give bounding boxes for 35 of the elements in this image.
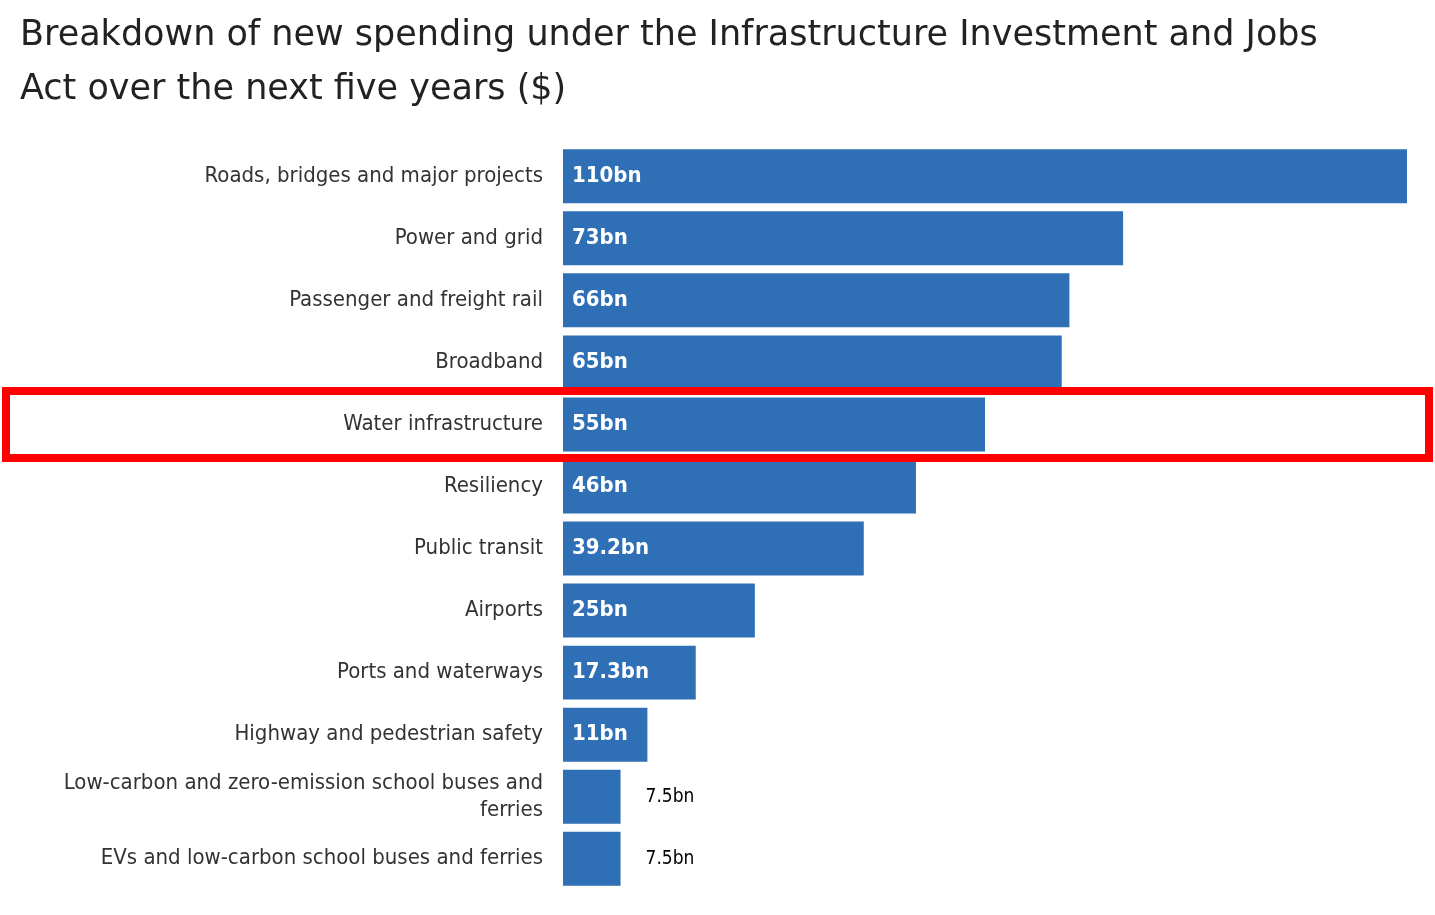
- bar: [563, 521, 864, 576]
- y-tick-label: Power and grid: [394, 223, 543, 249]
- data-label: 46bn: [572, 472, 628, 498]
- y-tick-label: Passenger and freight rail: [289, 286, 543, 312]
- data-label: 11bn: [572, 720, 628, 746]
- y-tick-label: Airports: [464, 596, 543, 622]
- data-label: 55bn: [572, 410, 628, 436]
- y-tick-label: Low-carbon and zero-emission school buses and ferries: [63, 769, 543, 821]
- bar: [563, 149, 1407, 204]
- bar: [563, 397, 985, 452]
- y-tick-label: Resiliency: [443, 472, 544, 498]
- data-label: 65bn: [572, 348, 628, 374]
- y-tick-label: Public transit: [414, 534, 544, 560]
- chart-title: Breakdown of new spending under the Infrastructure Investment and Jobs Act over the next five years ($): [20, 12, 1319, 109]
- bar: [563, 211, 1124, 266]
- bar: [563, 769, 621, 824]
- data-label: 39.2bn: [572, 534, 650, 560]
- data-label: 25bn: [572, 596, 628, 622]
- data-label: 110bn: [572, 161, 642, 187]
- bar: [563, 831, 621, 886]
- y-tick-label: Highway and pedestrian safety: [234, 720, 544, 746]
- y-tick-label: Ports and waterways: [337, 658, 543, 684]
- data-label: 73bn: [572, 223, 628, 249]
- y-tick-label: Water infrastructure: [343, 410, 543, 436]
- y-tick-label: EVs and low-carbon school buses and ferries: [100, 844, 543, 870]
- data-label: 7.5bn: [645, 845, 695, 868]
- data-label: 7.5bn: [645, 783, 695, 806]
- data-label: 66bn: [572, 286, 628, 312]
- bar: [563, 459, 916, 514]
- y-tick-label: Broadband: [435, 348, 543, 374]
- y-tick-label: Roads, bridges and major projects: [204, 161, 543, 187]
- bar: [563, 273, 1070, 328]
- data-label: 17.3bn: [572, 658, 650, 684]
- bar: [563, 645, 696, 700]
- bar: [563, 583, 755, 638]
